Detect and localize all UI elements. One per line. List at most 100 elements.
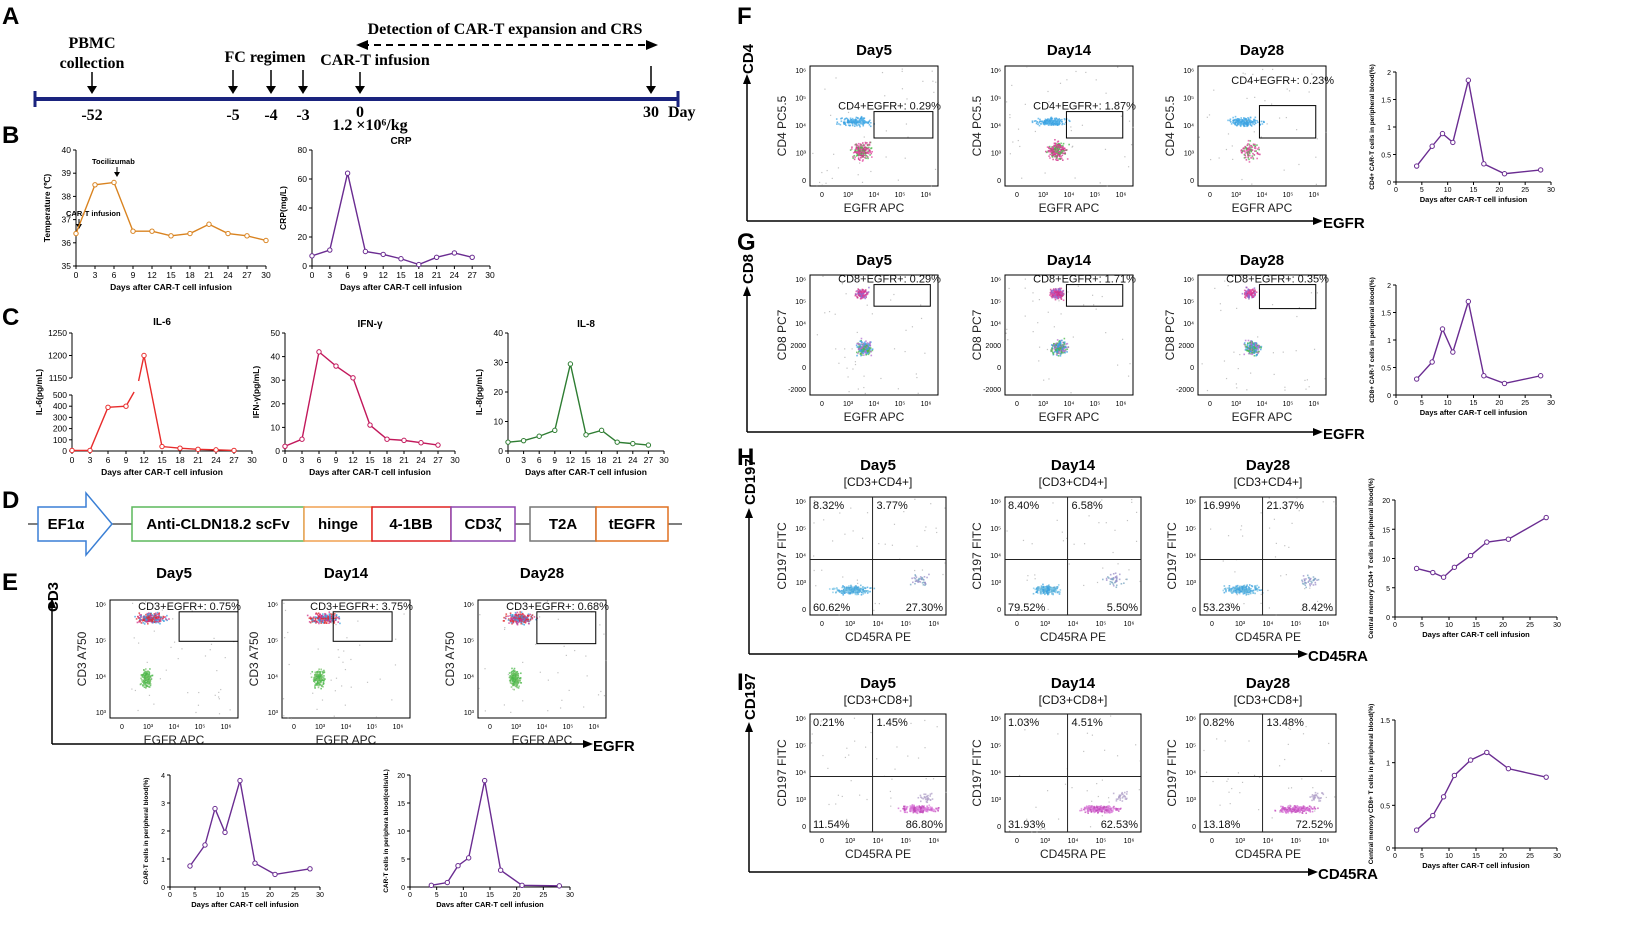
flow-event-dot	[328, 611, 331, 613]
flow-event-dot	[1243, 342, 1246, 344]
flow-event-dot	[1007, 339, 1009, 341]
flow-event-dot	[1057, 152, 1060, 154]
flow-event-dot	[914, 574, 916, 576]
event-pbmc: PBMC	[68, 35, 115, 52]
flow-event-dot	[141, 675, 144, 678]
flow-event-dot	[1049, 149, 1052, 151]
flow-event-dot	[344, 704, 346, 706]
flow-event-dot	[848, 391, 850, 393]
flow-event-dot	[346, 637, 348, 639]
flow-event-dot	[148, 618, 150, 621]
flow-event-dot	[1258, 350, 1260, 353]
flow-event-dot	[859, 587, 862, 590]
y-tick-label: 40	[62, 145, 72, 155]
flow-event-dot	[1060, 151, 1062, 154]
data-point	[645, 442, 652, 448]
flow-event-dot	[870, 152, 873, 155]
flow-event-dot	[517, 680, 520, 683]
flow-event-dot	[1038, 360, 1040, 362]
flow-event-dot	[1247, 288, 1250, 291]
flow-event-dot	[1255, 345, 1257, 348]
flow-event-dot	[1254, 96, 1256, 98]
tick-m52: -52	[81, 107, 102, 124]
flow-event-dot	[1051, 146, 1054, 149]
dose-label: 1.2 ×10⁶/kg	[332, 117, 407, 134]
flow-event-dot	[835, 587, 838, 589]
flow-event-dot	[1066, 158, 1069, 160]
x-tick-label: 24	[223, 270, 233, 280]
flow-event-dot	[1049, 120, 1052, 123]
y-tick-label: 10	[494, 417, 504, 427]
flow-event-dot	[874, 602, 876, 605]
flow-event-dot	[1246, 149, 1249, 151]
flow-event-dot	[863, 295, 865, 297]
flow-event-dot	[863, 386, 865, 389]
flow-event-dot	[1061, 118, 1063, 121]
flow-event-dot	[1264, 100, 1266, 102]
flow-event-dot	[525, 616, 528, 619]
flow-event-dot	[864, 146, 867, 149]
flow-event-dot	[516, 620, 518, 623]
flow-event-dot	[1244, 145, 1246, 148]
flow-event-dot	[857, 117, 859, 120]
x-tick-label: 25	[1526, 853, 1534, 860]
flow-y-tick-label: 2000	[985, 343, 1001, 350]
flow-event-dot	[321, 618, 323, 620]
flow-event-dot	[1056, 342, 1059, 345]
series-line	[189, 780, 311, 876]
flow-event-dot	[146, 682, 149, 685]
flow-event-dot	[1259, 348, 1262, 351]
flow-event-dot	[1308, 386, 1310, 388]
flow-event-dot	[1032, 331, 1034, 333]
flow-event-dot	[521, 612, 524, 615]
flow-event-dot	[1234, 121, 1237, 124]
flow-event-dot	[1060, 339, 1062, 342]
data-point	[309, 253, 315, 259]
flow-event-dot	[868, 152, 870, 155]
flow-event-dot	[1064, 153, 1067, 155]
flow-event-dot	[148, 613, 151, 615]
flow-x-tick-label: 10⁶	[921, 192, 932, 199]
flow-y-tick-label: 10⁵	[463, 638, 474, 645]
flow-event-dot	[1052, 158, 1054, 161]
flow-event-dot	[816, 334, 818, 336]
flow-event-dot	[1059, 153, 1061, 156]
flow-event-dot	[1051, 290, 1053, 293]
data-point	[1467, 552, 1474, 559]
flow-event-dot	[1247, 156, 1250, 159]
flow-event-dot	[1253, 118, 1256, 121]
flow-event-dot	[325, 617, 327, 620]
flow-event-dot	[849, 117, 852, 120]
flow-event-dot	[1095, 79, 1097, 81]
y-tick-label: 5	[401, 857, 405, 864]
flow-event-dot	[865, 351, 867, 354]
flow-event-dot	[1248, 119, 1250, 121]
flow-event-dot	[316, 675, 319, 678]
flow-event-dot	[209, 649, 211, 651]
y-axis-label: IFN-γ(pg/mL)	[251, 366, 261, 419]
flow-event-dot	[1253, 291, 1256, 294]
flow-event-dot	[1057, 153, 1060, 156]
flow-event-dot	[864, 349, 866, 352]
data-point	[1440, 794, 1447, 800]
flow-event-dot	[1058, 290, 1061, 292]
flow-event-dot	[835, 77, 837, 79]
flow-event-dot	[1248, 291, 1250, 294]
flow-event-dot	[1058, 343, 1061, 345]
flow-event-dot	[511, 670, 513, 673]
flow-event-dot	[510, 671, 513, 674]
data-point	[455, 863, 461, 869]
flow-event-dot	[155, 620, 157, 623]
flow-event-dot	[848, 587, 850, 590]
flow-event-dot	[164, 618, 167, 620]
flow-event-dot	[1056, 121, 1058, 124]
flow-event-dot	[849, 592, 852, 594]
flow-event-dot	[1063, 341, 1066, 344]
flow-event-dot	[1063, 350, 1065, 352]
flow-x-tick-label: 10⁶	[393, 724, 404, 731]
flow-event-dot	[1246, 349, 1249, 352]
